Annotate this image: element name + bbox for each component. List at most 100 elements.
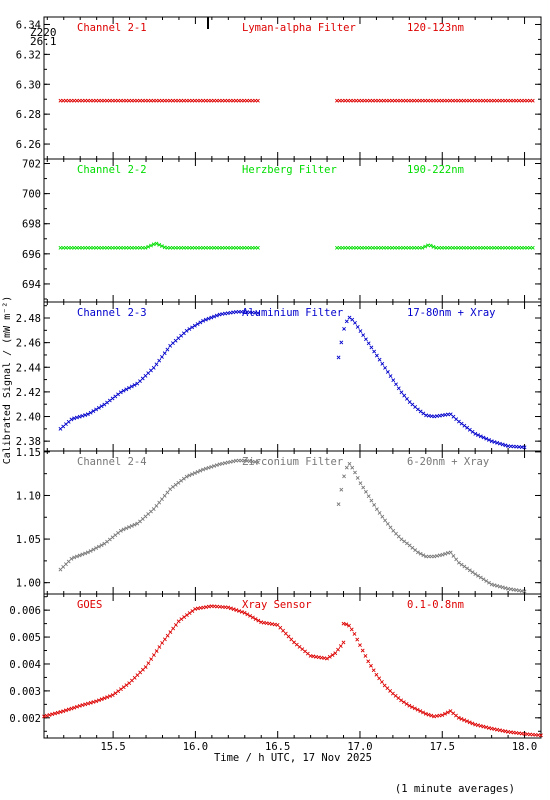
data-point [190,472,195,477]
y-tick-label: 0.006 [9,605,41,617]
data-point [130,678,134,683]
data-point [405,396,409,401]
x-tick-labels: 15.5 16.0 16.5 17.0 17.5 18.0 [100,741,537,753]
data-point [256,311,260,316]
data-point [88,549,93,553]
data-point [231,459,236,464]
data-point [214,463,219,468]
panel-band-label: 190-222nm [407,164,464,176]
data-point [160,497,164,502]
data-point [353,320,357,325]
data-point [360,648,365,653]
y-tick-label: 702 [22,159,41,171]
y-axis-label: Calibrated Signal / (mW m⁻²) [2,296,13,465]
x-tick-label: 16.0 [183,741,208,753]
data-point [209,315,214,320]
data-point [157,242,162,247]
data-point [454,557,459,562]
data-point [77,553,82,558]
series-1 [58,458,260,572]
data-point [64,562,68,567]
data-point [382,683,387,688]
data-point [217,312,222,317]
data-point [66,707,71,712]
data-point [486,725,491,730]
data-point [497,728,502,733]
x-tick-label: 18.0 [512,741,537,753]
data-point [352,632,357,636]
data-point [146,244,151,249]
data-point [350,465,355,470]
panel-3: 2.38 2.40 2.42 2.44 2.46 2.48 Channel 2-3 Alumi… [16,301,542,452]
data-point [394,531,398,536]
data-point [361,333,366,338]
data-point [484,725,489,730]
data-point [154,241,159,246]
data-point [94,407,99,412]
data-point [470,570,475,575]
data-point [281,628,285,633]
data-point [500,585,505,590]
data-point [184,328,189,333]
panel-band-label: 17-80nm + Xray [407,307,496,319]
data-point [47,713,52,717]
data-point [530,245,535,250]
y-tick-label: 6.32 [16,49,41,61]
data-point [149,657,154,662]
data-point [440,552,445,557]
data-point [369,345,374,350]
data-point [132,522,137,527]
data-point [102,541,107,546]
data-point [80,552,85,557]
data-point [330,653,335,657]
data-point [108,694,112,699]
data-point [487,438,491,442]
data-point [105,400,110,405]
data-point [539,733,543,738]
data-point [99,697,104,702]
panel-frame [43,593,542,739]
data-point [184,474,189,479]
data-point [473,572,478,576]
data-point [42,714,46,719]
data-point [165,347,170,352]
data-point [250,615,255,620]
data-point [143,665,148,669]
data-point [478,723,483,728]
series-1 [58,241,260,250]
data-point [401,700,406,705]
data-point [347,315,352,320]
data-point [443,551,448,556]
data-point [127,385,131,390]
data-point [146,661,151,666]
data-point [121,685,126,690]
data-point [198,320,203,325]
data-point [256,618,261,623]
y-tick-label: 6.34 [16,19,41,31]
data-point [124,683,129,688]
data-point [481,724,486,729]
panel-channel-label: Channel 2-3 [77,307,147,319]
panel-filter-label: Aluminium Filter [242,307,343,319]
data-point [388,688,393,693]
data-point [75,704,79,709]
data-point [170,484,175,489]
data-point [110,396,115,401]
data-point [415,707,420,712]
series-2 [335,98,535,103]
data-point [344,622,349,627]
data-point [451,553,456,558]
data-point [44,713,49,718]
data-point [97,698,101,703]
data-point [399,698,404,703]
data-point [223,461,227,465]
data-point [347,461,352,466]
data-point [361,485,366,490]
data-point [374,353,379,358]
data-point [242,610,247,615]
data-point [72,416,77,421]
data-point [423,244,428,249]
data-point [396,386,401,391]
y-tick-label: 1.05 [16,534,41,546]
y-tick-label: 2.40 [16,412,41,424]
